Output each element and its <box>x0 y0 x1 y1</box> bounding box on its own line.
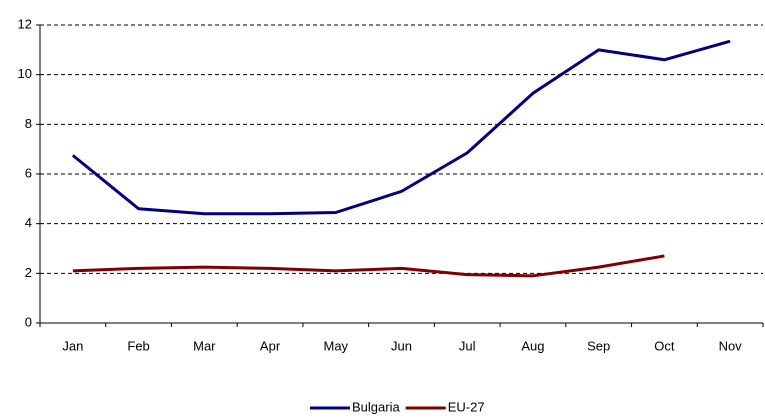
legend-label: Bulgaria <box>352 399 400 414</box>
x-tick-label: May <box>323 338 348 353</box>
x-tick-label: Sep <box>587 338 610 353</box>
x-tick-label: Feb <box>127 338 149 353</box>
y-tick-label: 0 <box>25 314 32 329</box>
y-tick-label: 6 <box>25 165 32 180</box>
x-tick-label: Jun <box>391 338 412 353</box>
x-tick-label: Apr <box>260 338 281 353</box>
x-tick-label: Oct <box>654 338 675 353</box>
x-tick-label: Jul <box>459 338 476 353</box>
y-tick-label: 12 <box>18 16 32 31</box>
y-tick-label: 8 <box>25 116 32 131</box>
legend-label: EU-27 <box>448 399 485 414</box>
y-tick-label: 10 <box>18 66 32 81</box>
x-tick-label: Jan <box>62 338 83 353</box>
x-tick-label: Mar <box>193 338 216 353</box>
x-tick-label: Aug <box>521 338 544 353</box>
y-tick-label: 4 <box>25 215 32 230</box>
series-line <box>72 254 665 278</box>
x-tick-label: Nov <box>719 338 743 353</box>
y-tick-label: 2 <box>25 265 32 280</box>
series-line <box>71 39 731 216</box>
